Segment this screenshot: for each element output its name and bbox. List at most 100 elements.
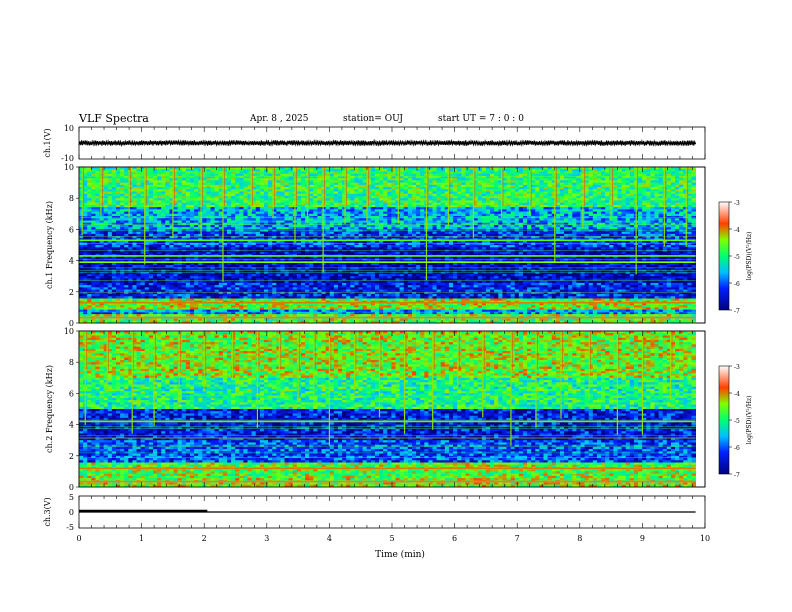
ch1-spec-cell xyxy=(116,220,121,224)
ch1-spec-cell xyxy=(268,180,273,183)
ch1-spec-cell xyxy=(231,280,236,284)
ch1-spec-cell xyxy=(214,294,220,297)
ch1-spec-cell xyxy=(91,262,96,266)
ch1-spec-cell xyxy=(346,296,351,299)
ch1-spec-cell xyxy=(214,224,220,228)
ch1-spec-cell xyxy=(280,204,285,208)
ch1-spec-cell xyxy=(214,271,220,275)
ch1-spec-cell xyxy=(83,224,88,228)
ch1-spec-cell xyxy=(91,273,96,277)
ch1-spec-cell xyxy=(116,240,121,244)
ch1-spec-cell xyxy=(210,224,216,228)
ch1-spec-cell xyxy=(259,169,265,172)
ch1-spec-cell xyxy=(206,184,211,188)
ch1-spec-cell xyxy=(222,269,228,273)
ch1-spec-cell xyxy=(342,289,347,293)
ch1-spec-cell xyxy=(276,302,281,306)
ch1-spec-cell xyxy=(296,287,302,290)
ch1-spec-cell xyxy=(235,169,240,172)
ch1-spec-cell xyxy=(239,233,244,237)
ch1-spec-cell xyxy=(206,224,211,228)
ch1-spec-cell xyxy=(296,240,302,244)
ch1-spec-cell xyxy=(247,249,253,253)
ch1-spec-cell xyxy=(300,307,306,311)
ch1-spec-cell xyxy=(107,247,113,250)
ch1-spec-cell xyxy=(116,309,121,313)
ch1-spec-cell xyxy=(91,320,96,324)
ch1-spec-cell xyxy=(198,191,203,195)
ch1-spec-cell xyxy=(235,280,240,284)
ch1-spec-cell xyxy=(136,173,142,177)
ch1-spec-cell xyxy=(346,271,351,275)
ch1-spec-cell xyxy=(116,265,121,268)
ch1-spec-cell xyxy=(128,242,133,246)
ch1-spec-cell xyxy=(107,309,113,313)
ch1-spec-cell xyxy=(329,294,335,297)
ch1-spec-cell xyxy=(251,240,257,244)
ch1-spec-cell xyxy=(342,294,347,297)
ch1-spec-cell xyxy=(284,198,290,201)
ch1-spec-cell xyxy=(325,256,331,259)
ch1-spec-cell xyxy=(140,269,146,273)
ch1-spec-cell xyxy=(354,184,359,188)
ch1-spec-cell xyxy=(300,265,306,268)
ch1-spec-cell xyxy=(148,227,154,230)
ch1-spec-cell xyxy=(206,287,211,290)
ch1-spec-cell xyxy=(169,307,174,311)
ch1-spec-cell xyxy=(222,189,228,192)
ch1-spec-cell xyxy=(95,229,100,233)
ch1-spec-cell xyxy=(313,245,318,248)
ch1-spec-cell xyxy=(194,213,199,217)
ch1-spec-cell xyxy=(239,276,244,279)
ch1-spec-cell xyxy=(91,256,96,259)
ch1-spec-cell xyxy=(83,211,88,215)
ch1-spec-cell xyxy=(268,191,273,195)
ch1-spec-cell xyxy=(268,280,273,284)
ch1-spec-cell xyxy=(116,207,121,210)
ch1-spec-cell xyxy=(140,167,146,170)
ch1-spec-cell xyxy=(79,224,84,228)
ch1-spec-cell xyxy=(247,184,253,188)
ch1-spec-cell xyxy=(124,184,129,188)
ch1-spec-cell xyxy=(185,249,191,253)
ch1-spec-cell xyxy=(152,227,158,230)
ch1-spec-cell xyxy=(288,296,294,299)
ch1-spec-cell xyxy=(251,224,257,228)
ch1-ytick-neg10: -10 xyxy=(61,154,74,163)
ch1-spec-cell xyxy=(140,213,146,217)
ch1-spec-cell xyxy=(194,175,199,179)
ch1-spec-cell xyxy=(350,278,355,282)
ch1-spec-cell xyxy=(350,247,355,250)
ch1-spec-cell xyxy=(354,233,359,237)
ch1-spec-cell xyxy=(317,249,322,253)
ch1-spec-cell xyxy=(292,265,298,268)
ch1-spec-cell xyxy=(296,169,302,172)
ch1-spec-cell xyxy=(79,245,84,248)
ch1-spec-cell xyxy=(259,249,265,253)
ch1-spec-cell xyxy=(83,298,88,302)
ch1-spec-cell xyxy=(194,224,199,228)
ch1-spec-cell xyxy=(214,262,220,266)
ch1-spec-cell xyxy=(99,311,105,315)
ch1-spec-cell xyxy=(259,175,265,179)
ch1-spec-cell xyxy=(222,265,228,268)
ch1-spec-cell xyxy=(309,289,314,293)
ch1-spec-cell xyxy=(124,240,129,244)
ch1-spec-cell xyxy=(222,296,228,299)
ch1-spec-cell xyxy=(251,222,257,226)
ch1-spec-cell xyxy=(300,251,306,255)
ch1-spec-cell xyxy=(157,262,162,266)
ch1-spec-cell xyxy=(177,289,183,293)
ch1-spec-cell xyxy=(300,200,306,204)
ch1-spec-cell xyxy=(202,204,207,208)
ch1-spec-cell xyxy=(337,307,343,311)
ch1-spec-cell xyxy=(296,282,302,286)
ch1-spec-cell xyxy=(218,287,224,290)
ch1-spec-cell xyxy=(226,195,232,199)
ch1-spec-cell xyxy=(362,167,368,170)
ch1-spec-cell xyxy=(362,222,368,226)
ch1-spec-cell xyxy=(276,209,281,212)
ch1-spec-cell xyxy=(259,236,265,239)
ch1-spec-cell xyxy=(83,311,88,315)
ch1-spec-cell xyxy=(276,305,281,308)
